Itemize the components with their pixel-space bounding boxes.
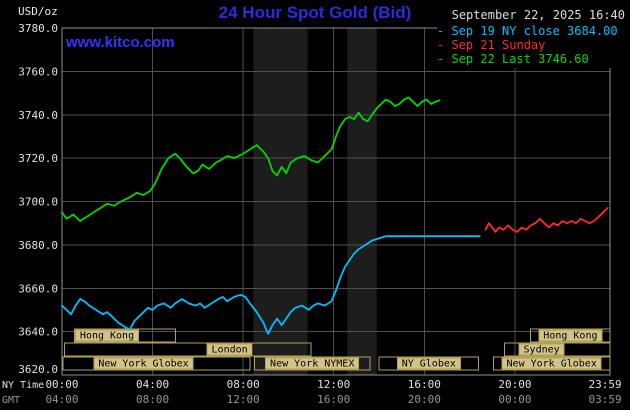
datetime-label: September 22, 2025 16:40: [451, 8, 625, 22]
y-tick-label: 3680.0: [18, 239, 58, 252]
x-tick-label-gmt: 16:00: [317, 393, 350, 406]
y-tick-label: 3760.0: [18, 65, 58, 78]
session-bar: [74, 328, 176, 343]
x-tick-label-gmt: 04:00: [45, 393, 78, 406]
plot-border: [61, 27, 611, 376]
session-bar: [530, 328, 611, 343]
session-label-box: [501, 357, 602, 370]
session-label-box: [396, 357, 461, 370]
session-label-box: [265, 357, 360, 370]
session-bar: [63, 342, 312, 357]
x-tick-label-ny: 08:00: [227, 378, 260, 391]
legend-item: - Sep 21 Sunday: [437, 38, 546, 52]
legend-item: - Sep 22 Last 3746.60: [437, 52, 589, 66]
x-tick-label-ny: 12:00: [317, 378, 350, 391]
x-tick-label-gmt: 03:59: [589, 393, 622, 406]
series-sep21-sunday: [484, 207, 609, 233]
ny-time-caption: NY Time: [2, 380, 44, 391]
session-bar: [492, 356, 611, 371]
session-label: Hong Kong: [80, 331, 134, 342]
session-label: NY Globex: [402, 359, 456, 370]
session-label-box: [206, 343, 253, 356]
y-tick-label: 3660.0: [18, 282, 58, 295]
x-tick-label-ny: 04:00: [136, 378, 169, 391]
x-tick-label-ny: 23:59: [589, 378, 622, 391]
series-sep22-last: [61, 96, 441, 222]
session-bar: [62, 356, 251, 371]
y-tick-label: 3740.0: [18, 109, 58, 122]
session-bar: [504, 342, 611, 357]
gmt-caption: GMT: [2, 395, 20, 406]
x-tick-label-ny: 20:00: [498, 378, 531, 391]
session-label-box: [518, 343, 565, 356]
session-bar: [254, 356, 371, 371]
x-tick-label-gmt: 12:00: [227, 393, 260, 406]
x-tick-label-gmt: 08:00: [136, 393, 169, 406]
session-label-box: [75, 329, 139, 342]
session-label-box: [538, 329, 603, 342]
session-label: New York Globex: [507, 359, 597, 370]
legend: - Sep 19 NY close 3684.00- Sep 21 Sunday…: [437, 24, 620, 68]
y-axis-unit-label: USD/oz: [18, 5, 58, 18]
session-label-box: [93, 357, 194, 370]
y-tick-label: 3700.0: [18, 196, 58, 209]
session-label: London: [212, 345, 248, 356]
y-tick-label: 3720.0: [18, 152, 58, 165]
kitco-link[interactable]: www.kitco.com: [66, 34, 175, 51]
session-bar: [378, 356, 480, 371]
session-label: New York Globex: [98, 359, 188, 370]
series-sep19-ny-close: [61, 235, 481, 335]
y-tick-label: 3640.0: [18, 326, 58, 339]
x-tick-label-gmt: 00:00: [498, 393, 531, 406]
y-tick-label: 3620.0: [18, 363, 58, 376]
x-tick-label-gmt: 20:00: [408, 393, 441, 406]
x-tick-label-ny: 16:00: [408, 378, 441, 391]
session-label: Hong Kong: [543, 331, 597, 342]
session-label: New York NYMEX: [270, 359, 354, 370]
session-label: Sydney: [524, 345, 560, 356]
legend-item: - Sep 19 NY close 3684.00: [437, 24, 618, 38]
y-tick-label: 3780.0: [18, 22, 58, 35]
x-tick-label-ny: 00:00: [45, 378, 78, 391]
